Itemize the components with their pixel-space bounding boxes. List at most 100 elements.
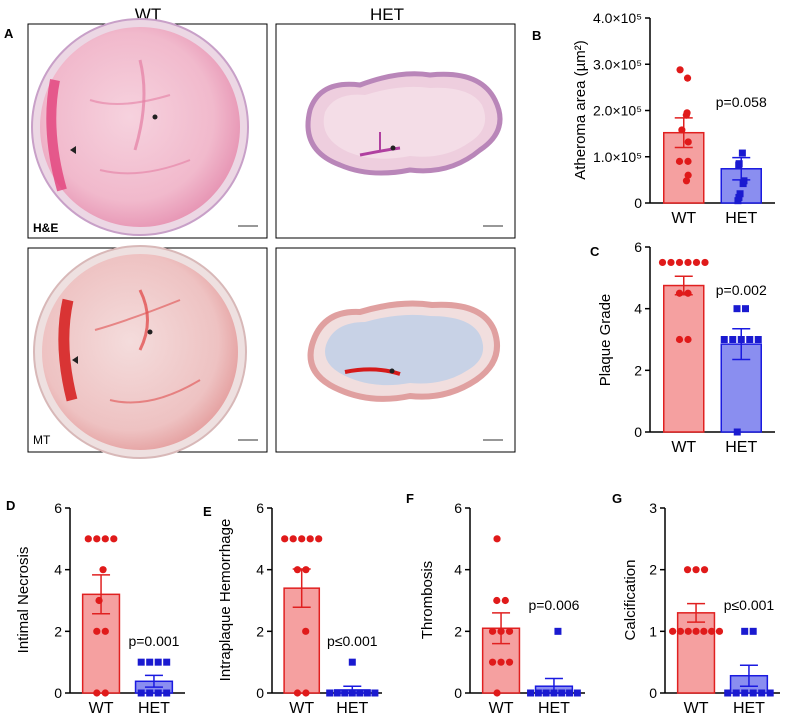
data-point-het: [356, 689, 364, 697]
data-point-wt: [488, 627, 497, 635]
data-point-wt: [298, 535, 306, 543]
data-point-het: [720, 336, 728, 343]
chart-intraplaque-hemorrhage: E 0 2 4 6 Intraplaque Hemorrhage WT HET p≤0.001: [203, 500, 382, 717]
data-point-wt: [684, 627, 692, 635]
y-tick-label: 0: [634, 424, 642, 440]
panel-letter-d: D: [6, 498, 15, 513]
y-axis-label: Calcification: [622, 560, 639, 641]
y-axis-label: Intraplaque Hemorrhage: [217, 519, 234, 682]
chart-thrombosis: F 0 2 4 6 Thrombosis WT HET p=0.006: [406, 491, 585, 717]
data-point-het: [348, 689, 356, 697]
data-point-wt: [101, 535, 109, 543]
x-tick-label-wt: WT: [671, 439, 696, 456]
data-point-het: [741, 627, 749, 635]
data-point-wt: [684, 138, 692, 146]
data-point-het: [348, 658, 356, 666]
y-tick-label: 0: [256, 685, 264, 701]
data-point-wt: [676, 627, 685, 635]
data-point-wt: [692, 566, 700, 574]
data-point-wt: [667, 258, 675, 267]
x-tick-label-het: HET: [138, 700, 170, 717]
y-tick-label: 4: [54, 562, 62, 578]
data-point-het: [734, 197, 742, 205]
panel-letter-g: G: [612, 491, 622, 506]
chart-intimal-necrosis: D 0 2 4 6 Intimal Necrosis WT HET p=0.001: [6, 498, 185, 717]
y-tick-label: 6: [54, 500, 62, 516]
data-point-wt: [675, 289, 684, 297]
data-point-het: [146, 689, 154, 697]
data-point-wt: [289, 535, 297, 543]
x-tick-label-het: HET: [733, 700, 765, 717]
data-point-wt: [715, 627, 724, 635]
panel-letter-b: B: [532, 28, 541, 43]
y-tick-label: 2.0×10⁵: [593, 103, 642, 119]
data-point-wt: [675, 258, 684, 267]
data-point-het: [326, 689, 334, 697]
data-point-wt: [281, 535, 289, 543]
x-tick-label-het: HET: [725, 439, 757, 456]
data-point-wt: [93, 535, 101, 543]
data-point-het: [742, 305, 749, 313]
data-point-wt: [488, 658, 497, 666]
data-point-het: [732, 689, 740, 697]
data-point-het: [746, 336, 754, 343]
y-tick-label: 1.0×10⁵: [593, 149, 642, 165]
data-point-het: [137, 689, 145, 697]
data-point-het: [163, 658, 171, 666]
stain-label-he: H&E: [33, 221, 58, 235]
x-tick-label-wt: WT: [89, 700, 114, 717]
data-point-het: [558, 689, 566, 697]
data-point-het: [735, 161, 743, 169]
y-tick-label: 2: [454, 623, 462, 639]
data-point-wt: [700, 627, 708, 635]
x-tick-label-het: HET: [725, 210, 757, 227]
data-point-het: [758, 689, 766, 697]
data-point-wt: [682, 111, 690, 119]
data-point-wt: [493, 689, 501, 697]
y-tick-label: 3.0×10⁵: [593, 56, 642, 72]
data-point-wt: [692, 258, 701, 267]
x-tick-label-wt: WT: [289, 700, 314, 717]
x-tick-label-het: HET: [336, 700, 368, 717]
data-point-het: [724, 689, 732, 697]
data-point-wt: [93, 627, 101, 635]
data-point-wt: [692, 627, 700, 635]
data-point-het: [534, 689, 542, 697]
y-tick-label: 6: [634, 239, 642, 255]
data-point-het: [738, 149, 746, 157]
y-tick-label: 2: [54, 623, 62, 639]
y-tick-label: 0: [634, 195, 642, 211]
data-point-het: [566, 689, 574, 697]
data-point-wt: [293, 566, 302, 574]
data-point-wt: [501, 596, 509, 605]
data-point-het: [736, 190, 744, 198]
data-point-wt: [700, 566, 709, 574]
x-tick-label-wt: WT: [684, 700, 709, 717]
data-point-het: [371, 689, 379, 697]
x-tick-label-wt: WT: [489, 700, 514, 717]
data-point-wt: [101, 689, 109, 697]
data-point-het: [154, 658, 162, 666]
data-point-het: [573, 689, 581, 697]
y-tick-label: 0: [54, 685, 62, 701]
data-point-wt: [293, 689, 302, 697]
data-point-het: [154, 689, 162, 697]
micrograph-het-mt: [275, 247, 516, 453]
data-point-het: [749, 627, 757, 635]
x-tick-label-het: HET: [538, 700, 570, 717]
y-tick-label: 4: [634, 301, 642, 317]
p-value: p=0.001: [128, 633, 179, 649]
data-point-wt: [683, 566, 692, 574]
data-point-het: [137, 658, 145, 666]
y-tick-label: 4: [256, 562, 264, 578]
micrograph-wt-he: H&E: [27, 18, 268, 239]
data-point-wt: [84, 535, 92, 543]
data-point-wt: [683, 74, 692, 82]
panel-a-letter: A: [4, 26, 14, 41]
data-point-wt: [110, 535, 118, 543]
y-tick-label: 0: [649, 685, 657, 701]
y-axis-label: Atheroma area (µm²): [572, 40, 589, 180]
data-point-wt: [684, 335, 692, 344]
